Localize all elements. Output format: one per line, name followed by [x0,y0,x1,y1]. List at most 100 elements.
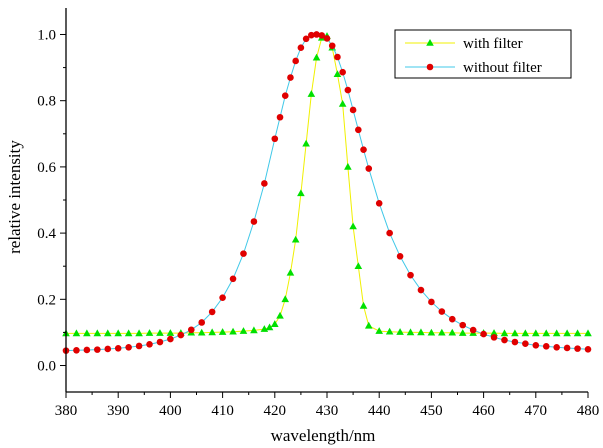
y-tick-label: 0.8 [37,94,56,110]
data-point [375,327,383,334]
data-point [318,32,326,39]
data-point [250,326,258,334]
data-point [286,268,295,276]
data-point [276,311,284,319]
data-point [480,330,487,338]
data-point [532,342,540,349]
legend-marker [426,39,434,46]
data-point [240,250,247,257]
data-point [302,139,310,147]
data-point [344,86,352,94]
data-point [553,344,560,351]
data-point [333,70,342,78]
data-point [124,329,133,337]
y-tick-label: 0.2 [37,292,56,308]
data-point [328,42,336,50]
data-point [218,328,227,335]
data-point [146,341,153,348]
data-point [521,329,530,337]
data-point [103,329,112,337]
data-point [198,319,206,326]
data-point [459,321,467,329]
data-point [312,53,321,61]
series-1 [62,31,592,354]
data-point [407,271,414,279]
x-tick-label: 470 [525,403,548,419]
x-tick-label: 390 [107,403,130,419]
y-axis-title: relative intensity [5,140,24,254]
data-point [135,329,143,337]
y-tick-label: 0.4 [37,226,56,242]
x-tick-label: 480 [577,403,600,419]
data-point [385,327,394,335]
data-point [323,35,331,42]
data-point [349,222,357,230]
data-point [177,331,185,339]
data-point [297,44,305,52]
data-point [501,336,508,344]
data-point [197,328,206,336]
x-tick-label: 460 [472,403,495,419]
data-point [375,200,383,207]
data-point [281,92,289,100]
data-point [156,338,164,346]
data-point [73,346,80,354]
data-point [522,340,529,347]
legend-label: without filter [463,60,542,76]
data-point [417,286,425,294]
data-point [114,345,122,352]
data-point [313,31,320,38]
x-tick-label: 400 [159,403,182,419]
data-point [167,335,174,343]
data-point [94,346,101,353]
data-point [427,328,436,336]
data-point [292,57,299,65]
data-point [83,329,91,337]
data-point [355,126,362,134]
x-axis-title: wavelength/nm [271,426,376,445]
data-point [135,342,143,350]
data-point [83,346,91,354]
data-point [511,338,519,346]
data-point [469,326,477,334]
legend-label: with filter [463,36,523,52]
legend-box [394,29,572,79]
data-point [574,345,581,352]
data-point [552,329,561,337]
data-point [458,329,467,336]
data-point [417,328,425,336]
data-point [261,180,268,187]
data-point [365,165,373,172]
data-point [338,100,347,107]
data-point [542,343,550,350]
series-layer [62,31,592,354]
data-point [448,328,457,336]
data-point [308,31,315,39]
series-line [66,35,588,334]
data-point [276,113,284,121]
y-tick-label: 0.0 [37,359,56,375]
data-point [563,329,571,337]
data-point [307,90,316,97]
y-tick-label: 0.6 [37,160,56,176]
data-point [563,344,571,352]
data-point [125,344,132,351]
data-point [208,308,216,316]
x-tick-label: 420 [264,403,287,419]
x-tick-label: 430 [316,403,339,419]
legend-marker [426,63,434,71]
data-point [396,328,404,335]
data-point [145,329,154,336]
data-point [448,315,456,323]
data-point [490,329,498,336]
axes-layer: 380 390 400 410 420 430 440 450 460 470 480 0.0 0.2 0… [37,8,599,419]
data-point [271,320,279,327]
data-point [72,329,81,337]
y-tick-label: 1.0 [37,27,56,43]
data-point [114,329,122,337]
data-point [511,329,519,337]
data-point [386,229,393,237]
legend: with filter without filter [394,29,572,79]
series-line [65,33,589,352]
data-point [250,218,258,225]
